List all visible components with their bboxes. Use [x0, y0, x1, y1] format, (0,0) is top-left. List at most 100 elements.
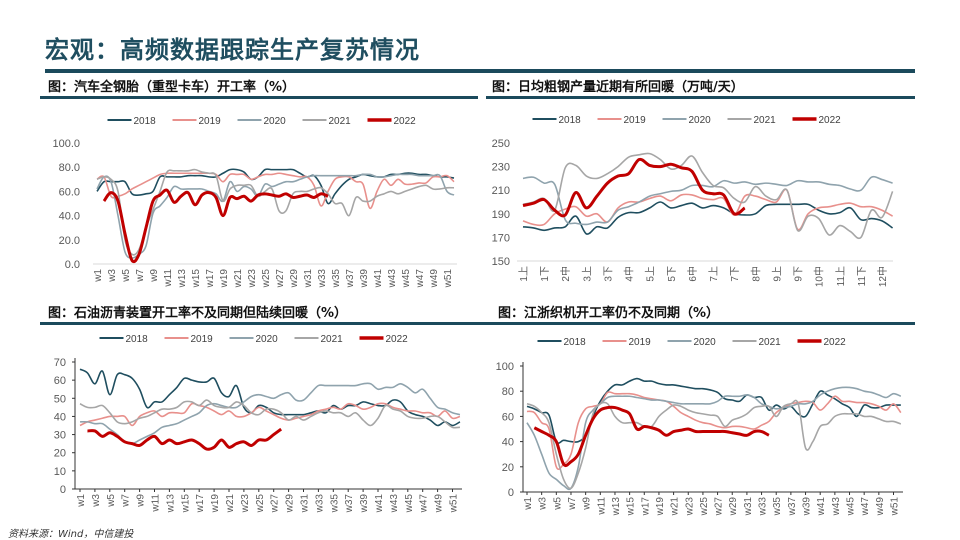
- x-tick-label: w3: [91, 494, 102, 508]
- x-tick-label: w1: [76, 494, 87, 508]
- y-tick-label: 0: [60, 484, 66, 496]
- series-line-2019: [79, 402, 461, 427]
- title-divider: [45, 69, 915, 73]
- x-tick-label: w23: [240, 494, 251, 514]
- series-line-2022: [102, 188, 329, 264]
- x-tick-label: w5: [106, 494, 117, 508]
- x-tick-label: w39: [359, 494, 370, 514]
- x-tick-label: w13: [165, 494, 176, 514]
- x-tick-label: w5: [552, 497, 563, 511]
- y-tick-label: 230: [492, 162, 510, 174]
- series-line-2019: [526, 391, 902, 470]
- y-tick-label: 170: [492, 232, 510, 244]
- legend-label-2019: 2019: [199, 116, 222, 127]
- x-tick-label: w25: [261, 269, 272, 289]
- x-tick-label: w27: [714, 497, 725, 517]
- x-tick-label: w37: [787, 497, 798, 517]
- x-tick-label: 7下: [730, 266, 741, 282]
- caption-crude-steel: 图：日均粗钢产量近期有所回暖（万吨/天）: [492, 80, 744, 95]
- x-tick-label: w37: [345, 269, 356, 289]
- x-tick-label: w15: [626, 497, 637, 517]
- x-tick-label: w21: [670, 497, 681, 517]
- caption-truck-tire: 图：汽车全钢胎（重型卡车）开工率（%）: [48, 80, 296, 95]
- series-line-2021: [522, 152, 894, 240]
- series-line-2021: [79, 399, 460, 429]
- x-tick-label: w19: [219, 269, 230, 289]
- y-tick-label: 250: [492, 138, 510, 150]
- y-tick-label: 30: [54, 430, 66, 442]
- x-tick-label: w45: [404, 494, 415, 514]
- x-tick-label: w31: [300, 494, 311, 514]
- x-tick-label: w49: [875, 497, 886, 517]
- x-tick-label: w9: [582, 497, 593, 511]
- x-tick-label: 9上: [771, 266, 783, 282]
- x-tick-label: w47: [860, 497, 871, 517]
- x-tick-label: w25: [255, 494, 266, 514]
- y-tick-label: 20.0: [59, 235, 80, 247]
- x-tick-label: w49: [429, 269, 440, 289]
- x-tick-label: w35: [331, 269, 342, 289]
- x-tick-label: 8中: [749, 266, 762, 282]
- y-tick-label: 80: [502, 386, 514, 398]
- x-tick-label: 2中: [559, 266, 572, 282]
- x-tick-label: w33: [317, 269, 328, 289]
- y-tick-label: 40.0: [59, 211, 80, 223]
- legend-label-2019: 2019: [629, 337, 652, 348]
- caption-divider-bottom: [40, 322, 915, 325]
- series-line-2020: [79, 382, 461, 445]
- y-tick-label: 0: [508, 487, 514, 499]
- x-tick-label: w35: [772, 497, 783, 517]
- x-tick-label: w33: [314, 494, 325, 514]
- x-tick-label: 5上: [645, 266, 657, 282]
- x-tick-label: 1下: [540, 266, 551, 282]
- legend-label-2022: 2022: [819, 115, 842, 126]
- y-tick-label: 40: [502, 437, 514, 449]
- legend-label-2021: 2021: [329, 116, 352, 127]
- y-tick-label: 100: [496, 361, 514, 373]
- y-tick-label: 0.0: [65, 259, 80, 271]
- x-tick-label: w29: [728, 497, 739, 517]
- x-tick-label: w13: [611, 497, 622, 517]
- x-tick-label: w45: [401, 269, 412, 289]
- y-tick-label: 40: [54, 411, 66, 423]
- x-tick-label: 11下: [857, 266, 868, 286]
- x-tick-label: w33: [758, 497, 769, 517]
- x-tick-label: w17: [640, 497, 651, 517]
- y-tick-label: 80.0: [59, 162, 80, 174]
- x-tick-label: 3上: [581, 266, 593, 282]
- legend-label-2022: 2022: [824, 337, 847, 348]
- legend-label-2018: 2018: [559, 115, 582, 126]
- series-line-2019: [522, 188, 893, 231]
- y-tick-label: 100.0: [52, 138, 80, 150]
- legend-label-2022: 2022: [394, 116, 417, 127]
- legend-label-2018: 2018: [126, 334, 149, 345]
- y-tick-label: 190: [492, 209, 510, 221]
- y-tick-label: 50: [54, 393, 66, 405]
- x-tick-label: w1: [93, 269, 104, 283]
- x-tick-label: 4中: [623, 266, 636, 282]
- y-tick-label: 60.0: [59, 186, 80, 198]
- x-tick-label: 11上: [835, 266, 847, 286]
- x-tick-label: w51: [443, 269, 454, 289]
- x-tick-label: w21: [225, 494, 236, 514]
- x-tick-label: w39: [802, 497, 813, 517]
- x-tick-label: w21: [233, 269, 244, 289]
- x-tick-label: w45: [846, 497, 857, 517]
- legend-label-2020: 2020: [264, 116, 287, 127]
- x-tick-label: w31: [303, 269, 314, 289]
- x-tick-label: w7: [567, 497, 578, 511]
- x-tick-label: w29: [289, 269, 300, 289]
- x-tick-label: w31: [743, 497, 754, 517]
- series-line-2020: [96, 173, 455, 259]
- x-tick-label: w49: [434, 494, 445, 514]
- x-tick-label: w51: [890, 497, 901, 517]
- x-tick-label: 10中: [813, 266, 826, 287]
- legend-label-2021: 2021: [754, 115, 777, 126]
- x-tick-label: w11: [163, 269, 174, 288]
- x-tick-label: 5下: [667, 266, 678, 282]
- legend-label-2018: 2018: [564, 337, 587, 348]
- series-line-2020: [526, 386, 902, 491]
